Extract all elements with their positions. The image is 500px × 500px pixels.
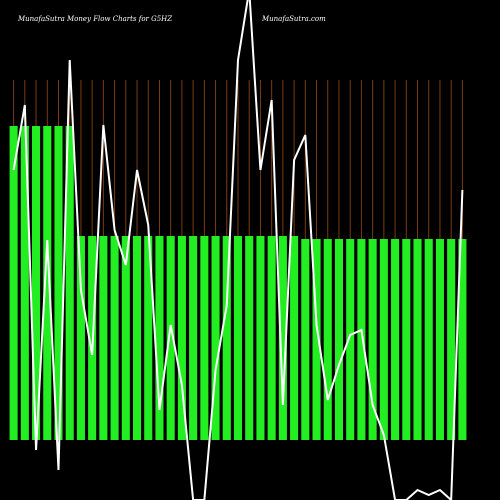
bar	[458, 239, 467, 440]
bar	[402, 239, 411, 440]
bar	[43, 126, 52, 440]
bar	[144, 236, 153, 440]
bar	[334, 239, 344, 440]
bar	[357, 239, 366, 440]
bar	[379, 239, 388, 440]
bar	[233, 236, 243, 440]
bar	[65, 126, 74, 440]
bar	[99, 236, 108, 440]
bar	[346, 239, 355, 440]
bar	[301, 239, 310, 440]
bar	[155, 236, 164, 440]
bar	[20, 126, 29, 440]
bar	[245, 236, 254, 440]
bar	[391, 239, 400, 440]
bar	[211, 236, 220, 440]
chart-subtitle: MunafaSutra.com	[261, 15, 326, 23]
bar	[189, 236, 198, 440]
bar	[76, 236, 85, 440]
bar	[200, 236, 209, 440]
bar	[435, 239, 444, 440]
bar	[222, 236, 231, 440]
bar	[447, 239, 456, 440]
bar	[323, 239, 332, 440]
bar	[368, 239, 377, 440]
bar	[413, 239, 422, 440]
bar	[278, 236, 287, 440]
bar	[424, 239, 433, 440]
bar	[166, 236, 175, 440]
bar	[121, 236, 130, 440]
line	[12, 0, 464, 500]
bar	[256, 236, 265, 440]
bar	[54, 126, 63, 440]
bar	[312, 239, 321, 440]
bar	[290, 236, 299, 440]
bar	[9, 126, 18, 440]
bar	[110, 236, 119, 440]
chart-title: MunafaSutra Money Flow Charts for G5HZ	[17, 15, 172, 23]
bar	[132, 236, 142, 440]
bar	[177, 236, 186, 440]
bar	[267, 236, 276, 440]
bar	[32, 126, 41, 440]
